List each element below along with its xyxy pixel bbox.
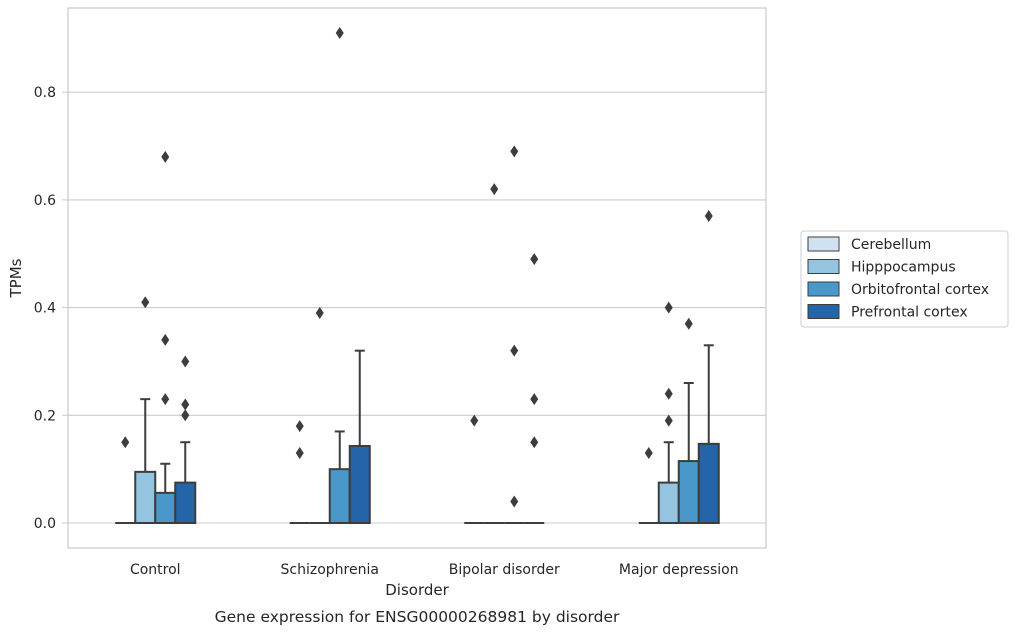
outlier-marker xyxy=(181,409,190,422)
y-axis-label: TPMs xyxy=(7,258,25,298)
box-hipppocampus xyxy=(657,301,680,524)
legend-swatch xyxy=(807,304,840,319)
outlier-marker xyxy=(644,446,653,459)
outlier-marker xyxy=(530,393,539,406)
box-body xyxy=(174,481,197,524)
y-tick-label: 0.4 xyxy=(34,301,56,317)
outlier-marker xyxy=(161,150,170,163)
legend-swatch xyxy=(807,236,840,252)
legend-swatch xyxy=(807,259,840,274)
box-body xyxy=(677,460,700,525)
outlier-marker xyxy=(121,436,130,449)
box-body xyxy=(134,470,157,524)
outlier-marker xyxy=(704,210,713,223)
plot-background xyxy=(68,8,766,548)
box-prefrontal-cortex xyxy=(697,210,720,525)
x-tick-label: Control xyxy=(130,562,181,578)
outlier-marker xyxy=(684,317,693,330)
box-body xyxy=(154,491,177,524)
outlier-marker xyxy=(470,414,479,427)
legend-entry-label: Orbitofrontal cortex xyxy=(851,282,989,298)
y-tick-label: 0.0 xyxy=(34,516,56,532)
outlier-marker xyxy=(490,183,499,196)
legend-entry-label: Cerebellum xyxy=(851,237,931,253)
x-tick-label: Schizophrenia xyxy=(281,562,379,578)
outlier-marker xyxy=(510,495,519,508)
box-cerebellum xyxy=(115,436,136,524)
box-prefrontal-cortex xyxy=(174,355,197,524)
x-axis-label: Disorder xyxy=(385,581,449,599)
outlier-marker xyxy=(664,301,673,314)
box-cerebellum xyxy=(464,414,485,524)
legend: Cerebellum Hipppocampus Orbitofrontal cort… xyxy=(800,230,1009,328)
x-tick-label: Bipolar disorder xyxy=(449,562,560,578)
outlier-marker xyxy=(530,253,539,266)
y-axis-ticks: 0.0 0.2 0.4 0.6 0.8 xyxy=(34,85,68,532)
box-orbitofrontal-cortex xyxy=(504,145,525,524)
legend-frame xyxy=(800,230,1009,328)
box-cerebellum xyxy=(289,420,310,524)
y-tick-label: 0.6 xyxy=(34,193,56,209)
outlier-marker xyxy=(295,446,304,459)
outlier-marker xyxy=(664,387,673,400)
y-tick-label: 0.2 xyxy=(34,408,56,424)
legend-entry-label: Hipppocampus xyxy=(851,260,956,276)
box-prefrontal-cortex xyxy=(348,349,371,525)
outlier-marker xyxy=(530,436,539,449)
box-orbitofrontal-cortex xyxy=(154,150,177,524)
plot-frame xyxy=(67,7,767,549)
outlier-marker xyxy=(295,420,304,433)
outlier-marker xyxy=(315,306,324,319)
outlier-marker xyxy=(510,344,519,357)
box-hipppocampus xyxy=(309,306,330,524)
box-groups xyxy=(115,26,720,525)
legend-swatch xyxy=(807,281,840,297)
x-axis-ticks: Control Schizophrenia Bipolar disorder Majo… xyxy=(130,562,739,578)
chart-caption: Gene expression for ENSG00000268981 by d… xyxy=(215,608,620,626)
box-body xyxy=(697,442,720,525)
box-body xyxy=(657,481,680,524)
box-body xyxy=(348,444,371,525)
outlier-marker xyxy=(510,145,519,158)
y-tick-label: 0.8 xyxy=(34,85,56,101)
outlier-marker xyxy=(161,333,170,346)
x-tick-label: Major depression xyxy=(619,562,739,578)
outlier-marker xyxy=(181,398,190,411)
box-hipppocampus xyxy=(484,183,505,524)
outlier-marker xyxy=(141,296,150,309)
outlier-marker xyxy=(181,355,190,368)
legend-entry-label: Prefrontal cortex xyxy=(851,305,968,321)
box-body xyxy=(328,468,351,524)
outlier-marker xyxy=(664,414,673,427)
box-cerebellum xyxy=(638,446,659,524)
box-prefrontal-cortex xyxy=(524,253,545,524)
outlier-marker xyxy=(161,393,170,406)
outlier-marker xyxy=(335,26,344,39)
